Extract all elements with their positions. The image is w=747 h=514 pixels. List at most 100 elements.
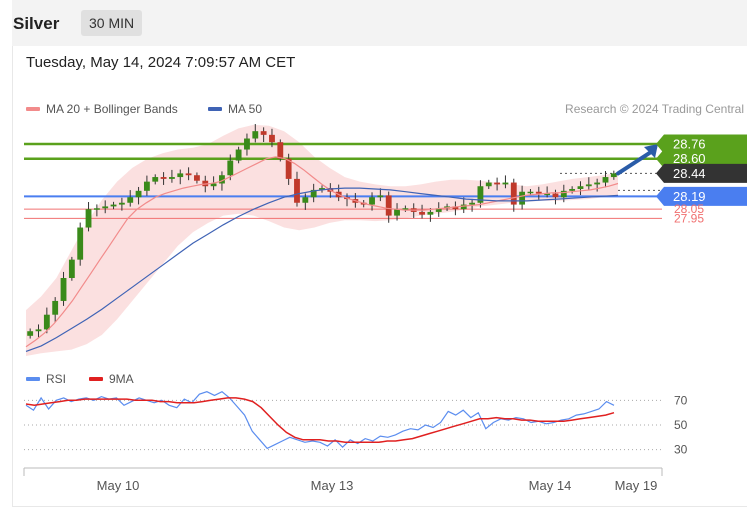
legend-rsi: RSI (26, 372, 66, 386)
candle-body (527, 191, 534, 194)
candle-body (35, 329, 42, 332)
candle-body (68, 259, 75, 278)
timeframe-badge[interactable]: 30 MIN (81, 10, 143, 36)
candle-body (469, 202, 476, 205)
candle-body (510, 182, 517, 205)
candle-body (52, 300, 59, 315)
level-tag-text-28.60: 28.60 (673, 151, 706, 166)
rsi-tick-30: 30 (674, 443, 688, 457)
candle-body (560, 190, 567, 198)
forecast-arrow-head (644, 144, 658, 159)
rsi-9ma-line (25, 397, 615, 444)
candle-body (377, 195, 384, 198)
candle-body (43, 314, 50, 330)
candle-body (302, 197, 309, 203)
candle-body (235, 149, 242, 161)
candle-body (502, 182, 509, 185)
legend-rsi-label: RSI (46, 372, 67, 386)
rsi-tick-70: 70 (674, 393, 688, 407)
candle-body (427, 211, 434, 215)
candle-body (260, 131, 267, 135)
candle-body (185, 173, 192, 176)
rsi-line (25, 390, 615, 450)
candle-body (419, 211, 425, 215)
ma50-swatch (208, 107, 222, 111)
ma9-swatch (89, 377, 103, 381)
rsi-tick-50: 50 (674, 418, 688, 432)
candle-body (127, 197, 134, 203)
legend-ma50: MA 50 (208, 102, 262, 116)
candle-body (552, 193, 559, 198)
candle-body (194, 175, 200, 181)
candle-body (110, 204, 117, 207)
candle-body (402, 208, 409, 210)
x-tick-label-May-14: May 14 (529, 478, 572, 493)
ma50-line (25, 187, 619, 352)
x-tick-label-May-19: May 19 (615, 478, 658, 493)
candle-body (544, 193, 551, 196)
ma20-line (25, 156, 619, 348)
candle-body (319, 188, 325, 190)
candle-body (452, 206, 459, 210)
candle-body (252, 131, 259, 139)
candle-body (135, 190, 142, 198)
candle-body (460, 204, 467, 210)
candle-body (577, 186, 584, 189)
candle-body (160, 177, 167, 179)
level-tag-text-28.19: 28.19 (673, 189, 706, 204)
candle-body (385, 195, 392, 216)
rsi-swatch (26, 377, 40, 381)
candle-body (102, 206, 109, 209)
candle-body (585, 184, 592, 187)
level-label-28.05: 28.05 (674, 202, 704, 216)
candle-body (477, 186, 484, 203)
forecast-arrow-shaft (616, 148, 656, 176)
timestamp: Tuesday, May 14, 2024 7:09:57 AM CET (26, 54, 296, 71)
candle-body (27, 331, 34, 336)
level-tag-text-28.76: 28.76 (673, 137, 706, 152)
candle-body (519, 191, 526, 205)
candle-body (177, 173, 184, 178)
candle-body (168, 177, 175, 179)
candle-body (244, 138, 250, 150)
x-tick-label-May-10: May 10 (97, 478, 140, 493)
candle-body (60, 278, 67, 301)
candle-body (494, 182, 501, 185)
research-credit: Research © 2024 Trading Central (565, 102, 744, 116)
candle-body (294, 178, 300, 203)
candle-body (610, 173, 617, 178)
level-tag-28.19[interactable] (656, 186, 747, 206)
candle-body (602, 177, 609, 183)
candle-body (269, 134, 275, 143)
candle-body (310, 189, 317, 198)
candle-body (285, 158, 292, 179)
x-tick-label-May-13: May 13 (311, 478, 354, 493)
candle-body (85, 209, 92, 228)
level-tag-28.60[interactable] (656, 149, 747, 169)
legend-ma20-label: MA 20 + Bollinger Bands (46, 102, 178, 116)
candle-body (93, 208, 100, 210)
bollinger-band-area (26, 124, 618, 356)
candle-body (219, 175, 225, 184)
level-tag-28.44[interactable] (656, 163, 747, 183)
candle-body (152, 177, 159, 182)
instrument-title: Silver (13, 14, 60, 33)
candle-body (143, 181, 150, 191)
legend-ma20: MA 20 + Bollinger Bands (26, 102, 178, 116)
candle-body (77, 227, 84, 260)
candle-body (210, 183, 217, 187)
level-tag-28.76[interactable] (656, 134, 747, 154)
candle-body (485, 182, 492, 187)
ma20-swatch (26, 107, 40, 111)
candle-body (118, 202, 125, 205)
candle-body (277, 142, 284, 159)
level-tag-text-28.44: 28.44 (673, 166, 706, 181)
legend-9ma: 9MA (89, 372, 134, 386)
candle-body (594, 182, 601, 185)
candle-body (369, 197, 375, 205)
candle-body (394, 209, 400, 216)
candle-body (227, 160, 234, 176)
legend-9ma-label: 9MA (109, 372, 134, 386)
legend-ma50-label: MA 50 (228, 102, 263, 116)
